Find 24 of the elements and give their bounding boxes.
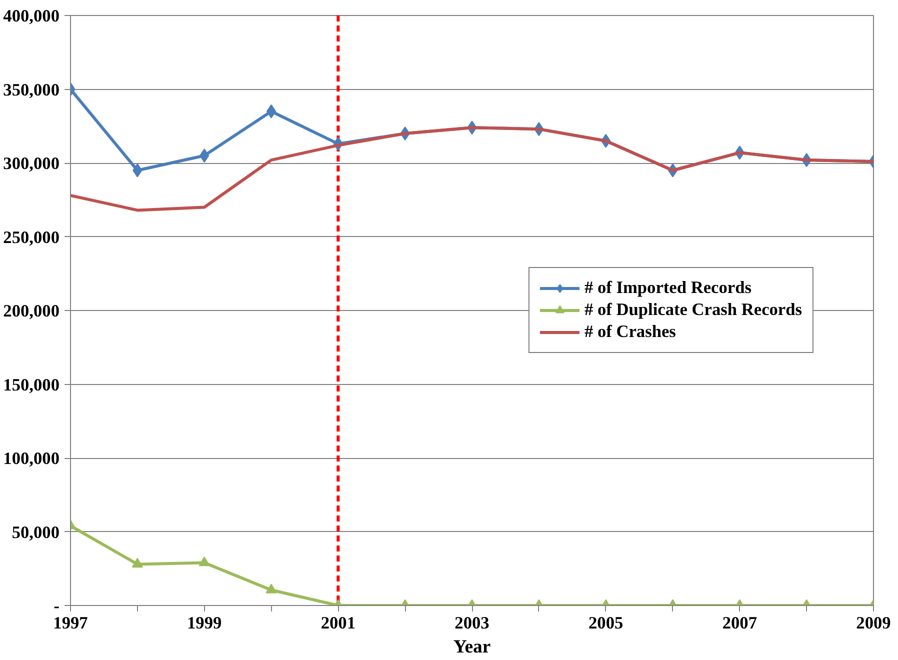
x-tick-label: 2007 <box>722 614 758 632</box>
y-tick-label: 250,000 <box>3 228 60 247</box>
y-tick-label: 400,000 <box>3 6 60 26</box>
y-tick-label: 50,000 <box>12 522 60 542</box>
legend-label: # of Imported Records <box>584 278 752 298</box>
legend-label: # of Crashes <box>584 322 676 342</box>
y-tick-label: 100,000 <box>3 449 60 468</box>
y-tick-label: 200,000 <box>3 302 60 320</box>
point <box>266 104 276 118</box>
x-tick-label: 2005 <box>588 614 624 632</box>
x-tick-label: 1999 <box>187 614 222 632</box>
y-tick-label: - <box>54 596 60 616</box>
point <box>198 556 210 566</box>
x-tick-label: 2009 <box>856 614 892 632</box>
legend-label: # of Duplicate Crash Records <box>584 300 802 320</box>
y-tick-label: 300,000 <box>3 154 60 173</box>
point <box>266 584 277 594</box>
x-tick-label: 2001 <box>320 614 356 632</box>
point <box>132 558 143 568</box>
x-tick-label: 2003 <box>454 614 490 632</box>
y-tick-label: 350,000 <box>3 80 60 100</box>
y-tick-label: 150,000 <box>3 375 60 394</box>
x-tick-label: 1997 <box>53 614 88 632</box>
x-axis-title: Year <box>453 636 491 658</box>
